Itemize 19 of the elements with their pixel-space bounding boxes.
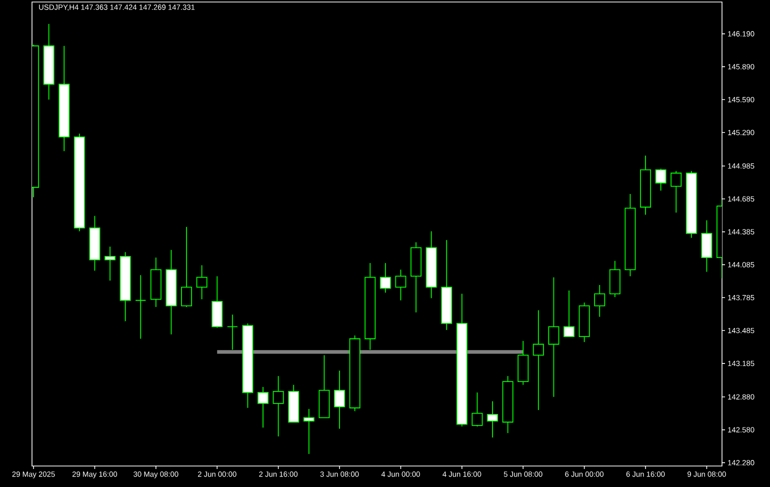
candlestick	[303, 408, 314, 454]
candlestick	[226, 314, 238, 350]
candlestick	[181, 226, 192, 308]
candlestick	[594, 284, 606, 318]
candlestick	[135, 274, 146, 340]
candlestick	[395, 269, 406, 301]
candlestick	[655, 168, 666, 192]
candlestick	[670, 170, 682, 214]
candlestick	[532, 310, 544, 411]
candlestick	[380, 262, 391, 294]
candlestick	[548, 276, 560, 398]
candlestick	[272, 376, 284, 437]
candlestick	[334, 370, 346, 430]
candlestick	[564, 290, 575, 338]
candlestick	[104, 246, 116, 282]
candlestick	[487, 400, 498, 438]
candlestick	[472, 392, 483, 427]
candlestick	[196, 264, 208, 300]
candlestick	[258, 386, 269, 428]
